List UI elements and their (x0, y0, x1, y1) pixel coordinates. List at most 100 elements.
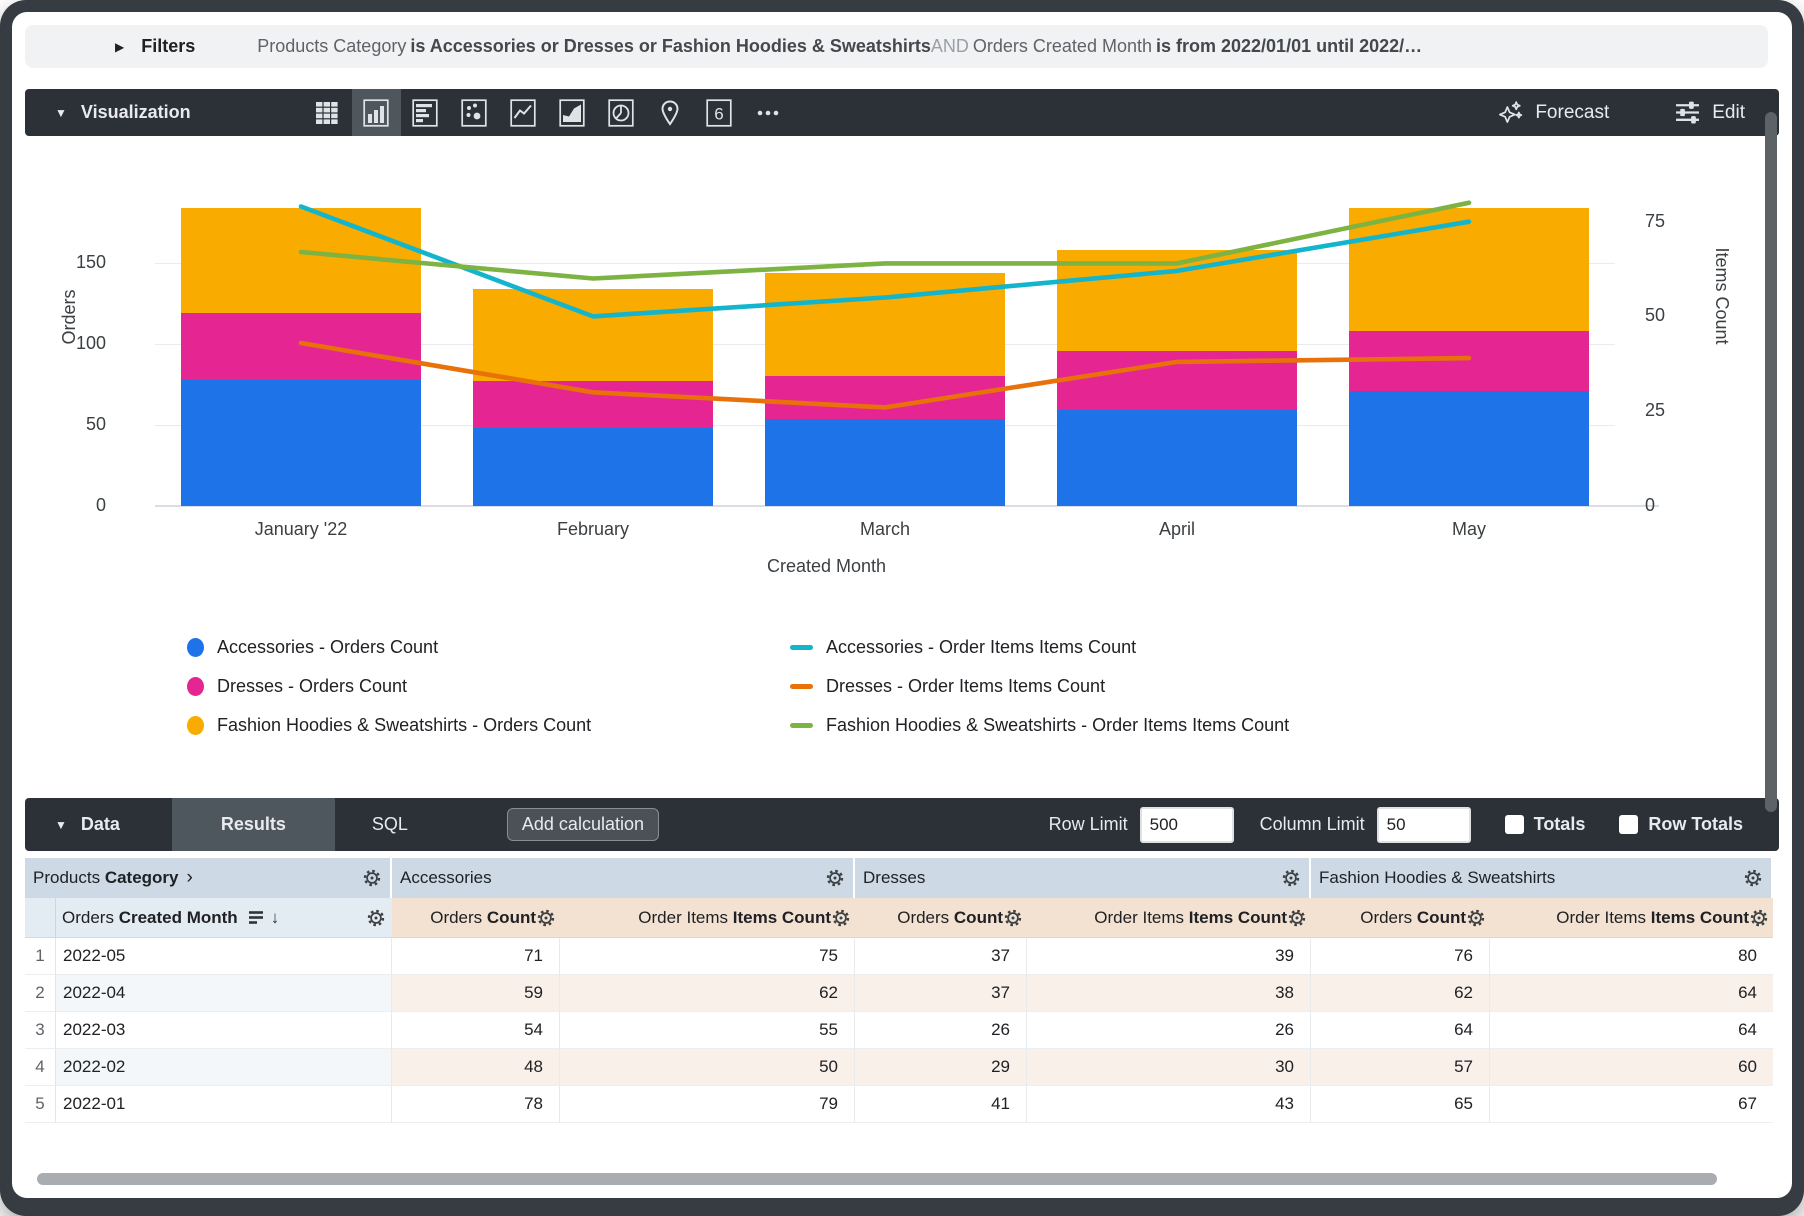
measure-cell[interactable]: 59 (392, 975, 560, 1012)
column-chart-icon[interactable] (351, 89, 401, 136)
more-icon[interactable] (744, 89, 793, 136)
measure-cell[interactable]: 78 (392, 1086, 560, 1123)
bar-segment[interactable] (473, 428, 713, 506)
measure-cell[interactable]: 41 (855, 1086, 1027, 1123)
measure-cell[interactable]: 54 (392, 1012, 560, 1049)
dimension-cell[interactable]: 2022-04 (56, 975, 392, 1012)
data-section-toggle[interactable]: ▼ Data (25, 814, 120, 835)
add-calculation-button[interactable]: Add calculation (506, 808, 659, 841)
row-totals-checkbox[interactable] (1619, 815, 1639, 834)
measure-column-header[interactable]: Order Items Items Count (560, 898, 855, 938)
measure-cell[interactable]: 37 (855, 975, 1027, 1012)
dimension-cell[interactable]: 2022-03 (56, 1012, 392, 1049)
bar-segment[interactable] (1057, 410, 1297, 506)
dimension-cell[interactable]: 2022-02 (56, 1049, 392, 1086)
table-chart-icon[interactable] (303, 89, 352, 136)
bar-segment[interactable] (1349, 391, 1589, 506)
bar-segment[interactable] (473, 289, 713, 382)
column-group[interactable]: Accessories (392, 858, 855, 898)
area-chart-icon[interactable] (548, 89, 597, 136)
gear-icon[interactable] (366, 908, 386, 928)
measure-cell[interactable]: 75 (560, 938, 855, 975)
column-limit-input[interactable] (1376, 806, 1471, 843)
measure-cell[interactable]: 76 (1311, 938, 1490, 975)
measure-cell[interactable]: 64 (1490, 975, 1773, 1012)
gear-icon[interactable] (831, 908, 851, 928)
measure-cell[interactable]: 26 (855, 1012, 1027, 1049)
gear-icon[interactable] (1743, 868, 1763, 888)
bar-segment[interactable] (1349, 208, 1589, 332)
bar-segment[interactable] (765, 418, 1005, 506)
measure-cell[interactable]: 29 (855, 1049, 1027, 1086)
legend-item[interactable]: Dresses - Orders Count (187, 673, 407, 699)
legend-item[interactable]: Fashion Hoodies & Sweatshirts - Orders C… (187, 712, 591, 738)
line-series[interactable] (298, 200, 1472, 281)
dimension-cell[interactable]: 2022-01 (56, 1086, 392, 1123)
visualization-section-toggle[interactable]: ▼ Visualization (25, 102, 191, 123)
bar-segment[interactable] (765, 376, 1005, 419)
measure-cell[interactable]: 57 (1311, 1049, 1490, 1086)
gear-icon[interactable] (1466, 908, 1486, 928)
measure-cell[interactable]: 48 (392, 1049, 560, 1086)
line-chart-icon[interactable] (499, 89, 548, 136)
filter-summary[interactable]: Products Category is Accessories or Dress… (257, 36, 1422, 57)
scatter-chart-icon[interactable] (450, 89, 499, 136)
measure-column-header[interactable]: Order Items Items Count (1490, 898, 1773, 938)
gear-icon[interactable] (362, 868, 382, 888)
vertical-scrollbar[interactable] (1765, 112, 1777, 812)
measure-cell[interactable]: 43 (1027, 1086, 1311, 1123)
measure-cell[interactable]: 80 (1490, 938, 1773, 975)
measure-column-header[interactable]: Orders Count (392, 898, 560, 938)
measure-column-header[interactable]: Orders Count (1311, 898, 1490, 938)
row-limit-input[interactable] (1139, 806, 1234, 843)
measure-cell[interactable]: 55 (560, 1012, 855, 1049)
filters-bar[interactable]: ▶ Filters Products Category is Accessorie… (25, 25, 1768, 68)
measure-column-header[interactable]: Orders Count (855, 898, 1027, 938)
tab-results[interactable]: Results (171, 798, 335, 851)
column-group[interactable]: Dresses (855, 858, 1311, 898)
measure-cell[interactable]: 50 (560, 1049, 855, 1086)
bar-segment[interactable] (1057, 250, 1297, 351)
bar-segment[interactable] (181, 313, 421, 380)
legend-item[interactable]: Fashion Hoodies & Sweatshirts - Order It… (790, 712, 1289, 738)
column-group[interactable]: Fashion Hoodies & Sweatshirts (1311, 858, 1773, 898)
measure-cell[interactable]: 64 (1311, 1012, 1490, 1049)
column-group-products-category[interactable]: Products Category › (25, 858, 392, 898)
bar-segment[interactable] (181, 379, 421, 506)
measure-cell[interactable]: 60 (1490, 1049, 1773, 1086)
chevron-right-icon[interactable]: ▶ (115, 39, 125, 54)
gear-icon[interactable] (536, 908, 556, 928)
measure-cell[interactable]: 37 (855, 938, 1027, 975)
bar-chart-icon[interactable] (401, 89, 450, 136)
horizontal-scrollbar[interactable] (37, 1173, 1717, 1185)
gear-icon[interactable] (1287, 908, 1307, 928)
single-value-icon[interactable]: 6 (695, 89, 744, 136)
edit-button[interactable]: Edit (1675, 100, 1745, 125)
measure-cell[interactable]: 62 (560, 975, 855, 1012)
measure-cell[interactable]: 79 (560, 1086, 855, 1123)
gear-icon[interactable] (1003, 908, 1023, 928)
map-chart-icon[interactable] (646, 89, 695, 136)
measure-cell[interactable]: 62 (1311, 975, 1490, 1012)
gear-icon[interactable] (1281, 868, 1301, 888)
legend-item[interactable]: Dresses - Order Items Items Count (790, 673, 1105, 699)
gear-icon[interactable] (825, 868, 845, 888)
column-header-orders-created-month[interactable]: Orders Created Month ↓ (56, 898, 392, 938)
legend-item[interactable]: Accessories - Orders Count (187, 634, 438, 660)
measure-cell[interactable]: 30 (1027, 1049, 1311, 1086)
bar-segment[interactable] (473, 381, 713, 429)
measure-cell[interactable]: 39 (1027, 938, 1311, 975)
measure-cell[interactable]: 65 (1311, 1086, 1490, 1123)
dimension-cell[interactable]: 2022-05 (56, 938, 392, 975)
measure-cell[interactable]: 64 (1490, 1012, 1773, 1049)
measure-cell[interactable]: 38 (1027, 975, 1311, 1012)
totals-checkbox[interactable] (1504, 815, 1524, 834)
pie-chart-icon[interactable] (597, 89, 646, 136)
forecast-button[interactable]: Forecast (1498, 100, 1609, 125)
measure-column-header[interactable]: Order Items Items Count (1027, 898, 1311, 938)
gear-icon[interactable] (1749, 908, 1769, 928)
measure-cell[interactable]: 26 (1027, 1012, 1311, 1049)
measure-cell[interactable]: 71 (392, 938, 560, 975)
legend-item[interactable]: Accessories - Order Items Items Count (790, 634, 1136, 660)
tab-sql[interactable]: SQL (371, 814, 408, 834)
